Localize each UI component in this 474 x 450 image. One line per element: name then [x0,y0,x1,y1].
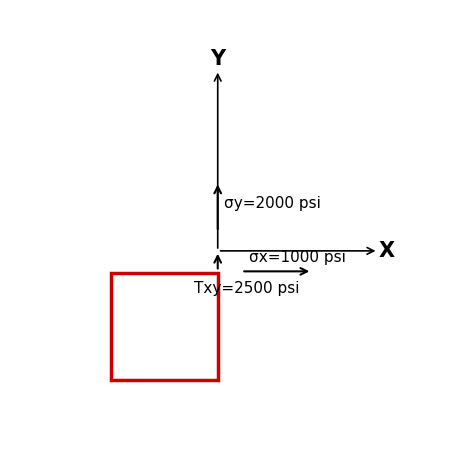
Bar [110,273,218,380]
Text: Txy=2500 psi: Txy=2500 psi [194,281,300,296]
Text: Y: Y [210,49,225,69]
Text: σy=2000 psi: σy=2000 psi [224,196,321,211]
Text: X: X [378,241,394,261]
Text: σx=1000 psi: σx=1000 psi [249,250,346,265]
